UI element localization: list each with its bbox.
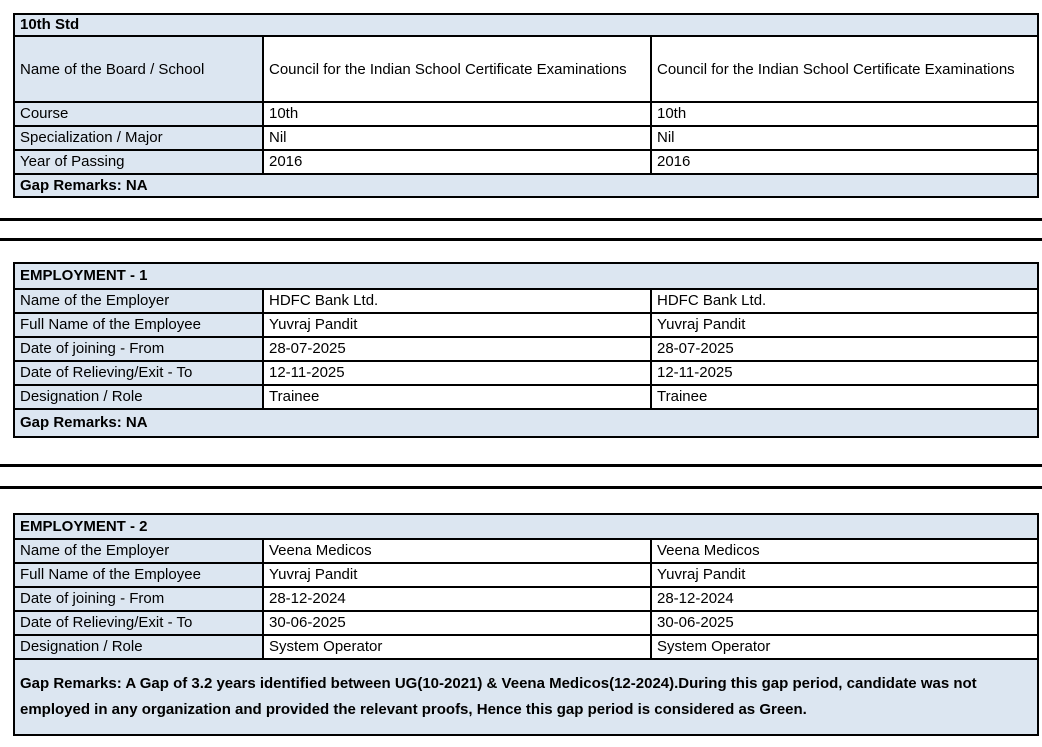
row-value-cell-1: 10th bbox=[262, 101, 652, 127]
row-label-cell: Date of Relieving/Exit - To bbox=[13, 360, 264, 386]
row-label-cell: Date of joining - From bbox=[13, 586, 264, 612]
row-value-cell-2: 30-06-2025 bbox=[649, 610, 1040, 636]
row-label-cell: Name of the Employer bbox=[13, 538, 264, 564]
row-label-cell: Course bbox=[13, 101, 264, 127]
row-label-cell: Designation / Role bbox=[13, 384, 264, 410]
table-10th-std: 10th Std Name of the Board / School Coun… bbox=[12, 13, 1040, 198]
table-row: Name of the Employer Veena Medicos Veena… bbox=[13, 538, 1040, 564]
row-value-cell-2: 10th bbox=[649, 101, 1040, 127]
row-label-cell: Name of the Employer bbox=[13, 288, 264, 314]
gap-remarks: Gap Remarks: NA bbox=[12, 173, 1040, 198]
row-value-cell-1: Trainee bbox=[262, 384, 652, 410]
row-value-cell-1: Veena Medicos bbox=[262, 538, 652, 564]
row-value-cell-1: 28-07-2025 bbox=[262, 336, 652, 362]
row-label-cell: Specialization / Major bbox=[13, 125, 264, 151]
row-value-cell-2: 28-12-2024 bbox=[649, 586, 1040, 612]
table-row: Name of the Board / School Council for t… bbox=[13, 35, 1040, 103]
row-value-cell-2: HDFC Bank Ltd. bbox=[649, 288, 1040, 314]
row-value-cell-2: System Operator bbox=[649, 634, 1040, 660]
table-row: Date of Relieving/Exit - To 12-11-2025 1… bbox=[13, 360, 1040, 386]
table-row: 10th Std bbox=[12, 13, 1040, 37]
row-value-cell-2: 28-07-2025 bbox=[649, 336, 1040, 362]
row-value-cell-2: Trainee bbox=[649, 384, 1040, 410]
row-value-cell-1: 30-06-2025 bbox=[262, 610, 652, 636]
gap-remarks: Gap Remarks: A Gap of 3.2 years identifi… bbox=[12, 658, 1040, 736]
row-value-cell-1: HDFC Bank Ltd. bbox=[262, 288, 652, 314]
row-value-cell-1: Yuvraj Pandit bbox=[262, 312, 652, 338]
row-value-cell-1: Yuvraj Pandit bbox=[262, 562, 652, 588]
row-value-cell-1: System Operator bbox=[262, 634, 652, 660]
row-value-cell-1: Nil bbox=[262, 125, 652, 151]
row-value-cell-2: Veena Medicos bbox=[649, 538, 1040, 564]
row-value-cell-1: 12-11-2025 bbox=[262, 360, 652, 386]
table-row: Gap Remarks: NA bbox=[12, 408, 1040, 438]
row-value-cell-1: 28-12-2024 bbox=[262, 586, 652, 612]
table-row: Designation / Role Trainee Trainee bbox=[13, 384, 1040, 410]
row-value-cell-1: Council for the Indian School Certificat… bbox=[262, 35, 652, 103]
row-label-cell: Full Name of the Employee bbox=[13, 562, 264, 588]
row-label-cell: Designation / Role bbox=[13, 634, 264, 660]
separator-line bbox=[0, 238, 1042, 241]
row-label-cell: Name of the Board / School bbox=[13, 35, 264, 103]
row-value-cell-2: Yuvraj Pandit bbox=[649, 312, 1040, 338]
row-label-cell: Full Name of the Employee bbox=[13, 312, 264, 338]
table-row: Full Name of the Employee Yuvraj Pandit … bbox=[13, 312, 1040, 338]
row-value-cell-2: 2016 bbox=[649, 149, 1040, 175]
table-row: Course 10th 10th bbox=[13, 101, 1040, 127]
separator-line bbox=[0, 464, 1042, 467]
separator-line bbox=[0, 486, 1042, 489]
table-row: Designation / Role System Operator Syste… bbox=[13, 634, 1040, 660]
row-value-cell-2: Nil bbox=[649, 125, 1040, 151]
table-row: Year of Passing 2016 2016 bbox=[13, 149, 1040, 175]
table-employment-2: EMPLOYMENT - 2 Name of the Employer Veen… bbox=[12, 513, 1040, 736]
table-row: EMPLOYMENT - 2 bbox=[12, 513, 1040, 540]
table-row: Date of Relieving/Exit - To 30-06-2025 3… bbox=[13, 610, 1040, 636]
table-row: Specialization / Major Nil Nil bbox=[13, 125, 1040, 151]
row-value-cell-2: Council for the Indian School Certificat… bbox=[649, 35, 1040, 103]
row-value-cell-2: 12-11-2025 bbox=[649, 360, 1040, 386]
table-title: EMPLOYMENT - 2 bbox=[12, 513, 1040, 540]
table-title: EMPLOYMENT - 1 bbox=[12, 262, 1040, 290]
separator-line bbox=[0, 218, 1042, 221]
row-label-cell: Date of Relieving/Exit - To bbox=[13, 610, 264, 636]
table-row: Name of the Employer HDFC Bank Ltd. HDFC… bbox=[13, 288, 1040, 314]
table-row: Gap Remarks: NA bbox=[12, 173, 1040, 198]
row-value-cell-2: Yuvraj Pandit bbox=[649, 562, 1040, 588]
row-label-cell: Date of joining - From bbox=[13, 336, 264, 362]
table-row: Date of joining - From 28-07-2025 28-07-… bbox=[13, 336, 1040, 362]
table-employment-1: EMPLOYMENT - 1 Name of the Employer HDFC… bbox=[12, 262, 1040, 438]
row-label-cell: Year of Passing bbox=[13, 149, 264, 175]
row-value-cell-1: 2016 bbox=[262, 149, 652, 175]
table-row: Full Name of the Employee Yuvraj Pandit … bbox=[13, 562, 1040, 588]
table-row: Date of joining - From 28-12-2024 28-12-… bbox=[13, 586, 1040, 612]
table-row: Gap Remarks: A Gap of 3.2 years identifi… bbox=[12, 658, 1040, 736]
table-row: EMPLOYMENT - 1 bbox=[12, 262, 1040, 290]
table-title: 10th Std bbox=[12, 13, 1040, 37]
gap-remarks: Gap Remarks: NA bbox=[12, 408, 1040, 438]
